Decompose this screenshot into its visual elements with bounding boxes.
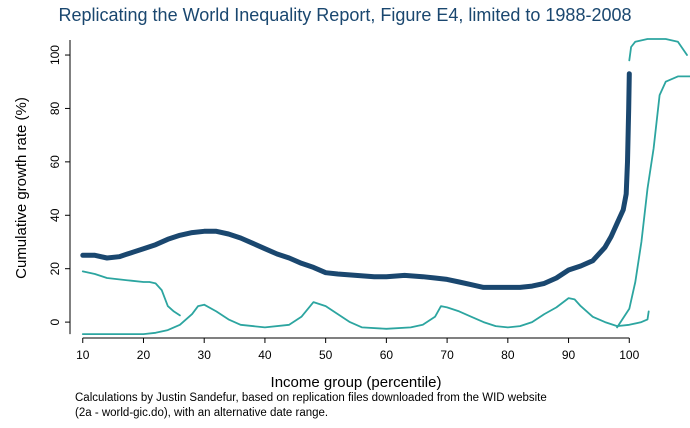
note: Calculations by Justin Sandefur, based o… bbox=[75, 392, 547, 404]
series-line bbox=[81, 297, 650, 335]
series-line bbox=[628, 38, 688, 62]
x-tick-label: 70 bbox=[440, 348, 454, 362]
series-line bbox=[616, 75, 690, 329]
note: (2a - world-gic.do), with an alternative… bbox=[75, 407, 328, 419]
chart-title: Replicating the World Inequality Report,… bbox=[59, 5, 632, 25]
y-tick-label: 20 bbox=[48, 262, 62, 276]
x-tick-label: 100 bbox=[619, 348, 639, 362]
y-tick-label: 100 bbox=[48, 45, 62, 65]
x-tick-label: 30 bbox=[198, 348, 212, 362]
x-tick-label: 90 bbox=[562, 348, 576, 362]
x-tick-label: 50 bbox=[319, 348, 333, 362]
series-line bbox=[80, 71, 632, 290]
y-tick-label: 40 bbox=[48, 208, 62, 222]
x-axis-title: Income group (percentile) bbox=[271, 374, 442, 391]
x-tick-label: 80 bbox=[501, 348, 515, 362]
x-tick-label: 10 bbox=[76, 348, 90, 362]
x-tick-label: 60 bbox=[380, 348, 394, 362]
x-tick-label: 40 bbox=[258, 348, 272, 362]
y-tick-label: 80 bbox=[48, 101, 62, 115]
y-tick-label: 60 bbox=[48, 155, 62, 169]
y-axis-title: Cumulative growth rate (%) bbox=[13, 97, 30, 279]
x-tick-label: 20 bbox=[137, 348, 151, 362]
y-tick-label: 0 bbox=[48, 318, 62, 325]
series-line bbox=[81, 270, 181, 317]
